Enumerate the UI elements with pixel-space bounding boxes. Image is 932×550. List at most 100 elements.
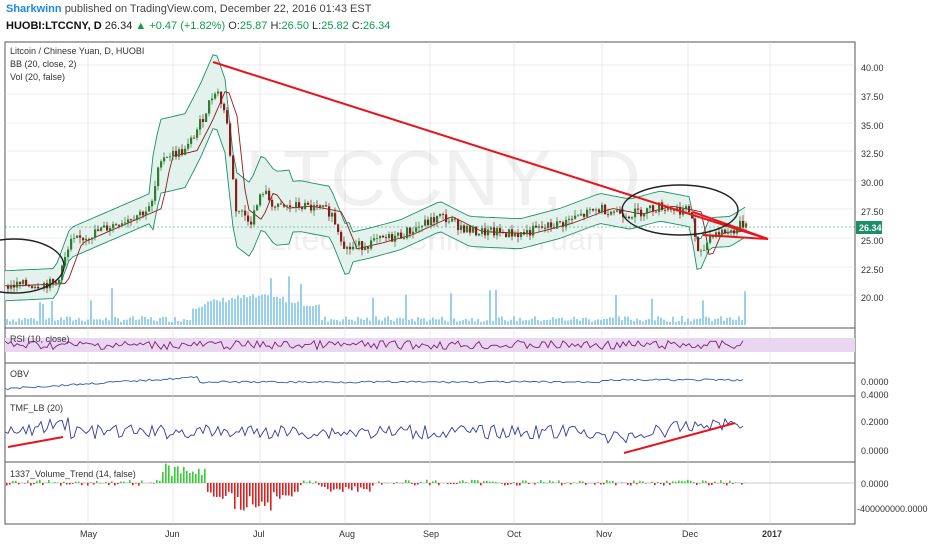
candle-body xyxy=(190,137,193,144)
volume-bar xyxy=(651,298,653,325)
volume-bar xyxy=(147,319,149,325)
time-tick: Aug xyxy=(339,529,355,539)
candle-body xyxy=(64,256,67,266)
candle-body xyxy=(535,225,538,228)
vt-bar xyxy=(78,481,80,483)
volume-bar xyxy=(306,305,308,325)
vt-bar xyxy=(660,483,662,485)
tmf-trendline-right[interactable] xyxy=(623,422,736,454)
volume-bar xyxy=(360,318,362,325)
volume-bar xyxy=(720,316,722,325)
candle-body xyxy=(151,200,154,207)
volume-bar xyxy=(525,320,527,325)
vt-bar xyxy=(198,468,200,483)
candle-body xyxy=(103,225,106,228)
candle-body xyxy=(721,229,724,235)
tmf-trendline-left[interactable] xyxy=(7,436,64,448)
rsi-legend[interactable]: RSI (10, close) xyxy=(10,334,70,344)
volume-bar xyxy=(714,318,716,325)
time-tick: Nov xyxy=(596,529,613,539)
vt-bar xyxy=(489,481,491,483)
volume-bar xyxy=(252,294,254,325)
vt-legend[interactable]: 1337_Volume_Trend (14, false) xyxy=(10,469,136,479)
volume-bar xyxy=(531,318,533,325)
volume-bar xyxy=(390,319,392,325)
volume-bar xyxy=(411,318,413,325)
candle-body xyxy=(265,190,268,195)
candle-body xyxy=(727,231,730,234)
consolidation-ellipse[interactable] xyxy=(621,184,739,236)
candle-body xyxy=(112,224,115,229)
volume-bar xyxy=(552,317,554,325)
volume-bar xyxy=(144,316,146,325)
volume-bar xyxy=(372,297,374,325)
tmf-legend[interactable]: TMF_LB (20) xyxy=(10,403,63,413)
candle-body xyxy=(298,202,301,208)
volume-bar xyxy=(624,316,626,325)
author-link[interactable]: Sharkwinn xyxy=(6,3,62,15)
vt-bar xyxy=(240,483,242,510)
vt-bar xyxy=(636,483,638,485)
candle-body xyxy=(358,241,361,246)
price-axis[interactable]: 40.00 37.50 35.00 32.50 30.00 27.50 25.0… xyxy=(856,63,884,303)
candle-body xyxy=(394,235,397,242)
candle-body xyxy=(241,210,244,212)
vol-legend[interactable]: Vol (20, false) xyxy=(10,72,65,82)
candle-body xyxy=(466,225,469,233)
volume-bar xyxy=(708,317,710,325)
candle-body xyxy=(544,227,547,229)
chart-canvas[interactable]: LTCCNY, D Litecoin / Chinese Yuan 40.00 … xyxy=(0,40,932,550)
chart-area[interactable]: LTCCNY, D Litecoin / Chinese Yuan 40.00 … xyxy=(0,40,932,550)
candle-body xyxy=(67,249,70,257)
volume-bar xyxy=(57,320,59,325)
volume-bar xyxy=(399,317,401,325)
vt-bar xyxy=(87,483,89,486)
candle-body xyxy=(25,279,28,286)
volume-bar xyxy=(492,320,494,325)
candle-body xyxy=(115,224,118,226)
volume-bar xyxy=(201,306,203,325)
volume-bar xyxy=(42,303,44,325)
vt-bar xyxy=(285,483,287,496)
volume-bar xyxy=(117,318,119,325)
vt-bar xyxy=(204,468,206,483)
candle-body xyxy=(649,205,652,209)
base-ellipse[interactable] xyxy=(0,238,65,294)
candle-body xyxy=(664,209,667,211)
volume-bar xyxy=(612,317,614,325)
candle-body xyxy=(532,225,535,236)
wedge-upper-line[interactable] xyxy=(692,211,769,240)
volume-bar xyxy=(567,320,569,325)
candle-body xyxy=(262,194,265,196)
vt-bar xyxy=(729,480,731,483)
vt-bar xyxy=(330,483,332,492)
bb-legend[interactable]: BB (20, close, 2) xyxy=(10,59,77,69)
candle-body xyxy=(301,207,304,210)
candle-body xyxy=(508,229,511,238)
vt-bar xyxy=(270,483,272,511)
vt-bar xyxy=(696,483,698,486)
candle-body xyxy=(625,216,628,218)
candle-body xyxy=(100,227,103,231)
candle-body xyxy=(556,221,559,229)
volume-bar xyxy=(522,320,524,325)
volume-bar xyxy=(297,301,299,325)
vt-bar xyxy=(258,483,260,507)
volume-bar xyxy=(507,321,509,325)
candle-body xyxy=(43,283,46,289)
symbol-label[interactable]: HUOBI:LTCCNY, D xyxy=(6,20,102,32)
volume-bar xyxy=(582,317,584,325)
time-axis[interactable]: May Jun Jul Aug Sep Oct Nov Dec 2017 xyxy=(80,529,782,539)
vt-bar xyxy=(378,481,380,483)
volume-bar xyxy=(249,296,251,325)
main-legend[interactable]: Litcoin / Chinese Yuan, D, HUOBI xyxy=(10,46,144,56)
obv-legend[interactable]: OBV xyxy=(10,369,29,379)
vt-bar xyxy=(213,483,215,497)
vt-bar xyxy=(138,483,140,486)
vt-bar xyxy=(369,483,371,492)
candle-body xyxy=(559,221,562,223)
descending-trendline[interactable] xyxy=(212,61,769,240)
vt-bar xyxy=(342,483,344,492)
candle-body xyxy=(73,237,76,239)
wedge-lower-line[interactable] xyxy=(702,234,769,240)
